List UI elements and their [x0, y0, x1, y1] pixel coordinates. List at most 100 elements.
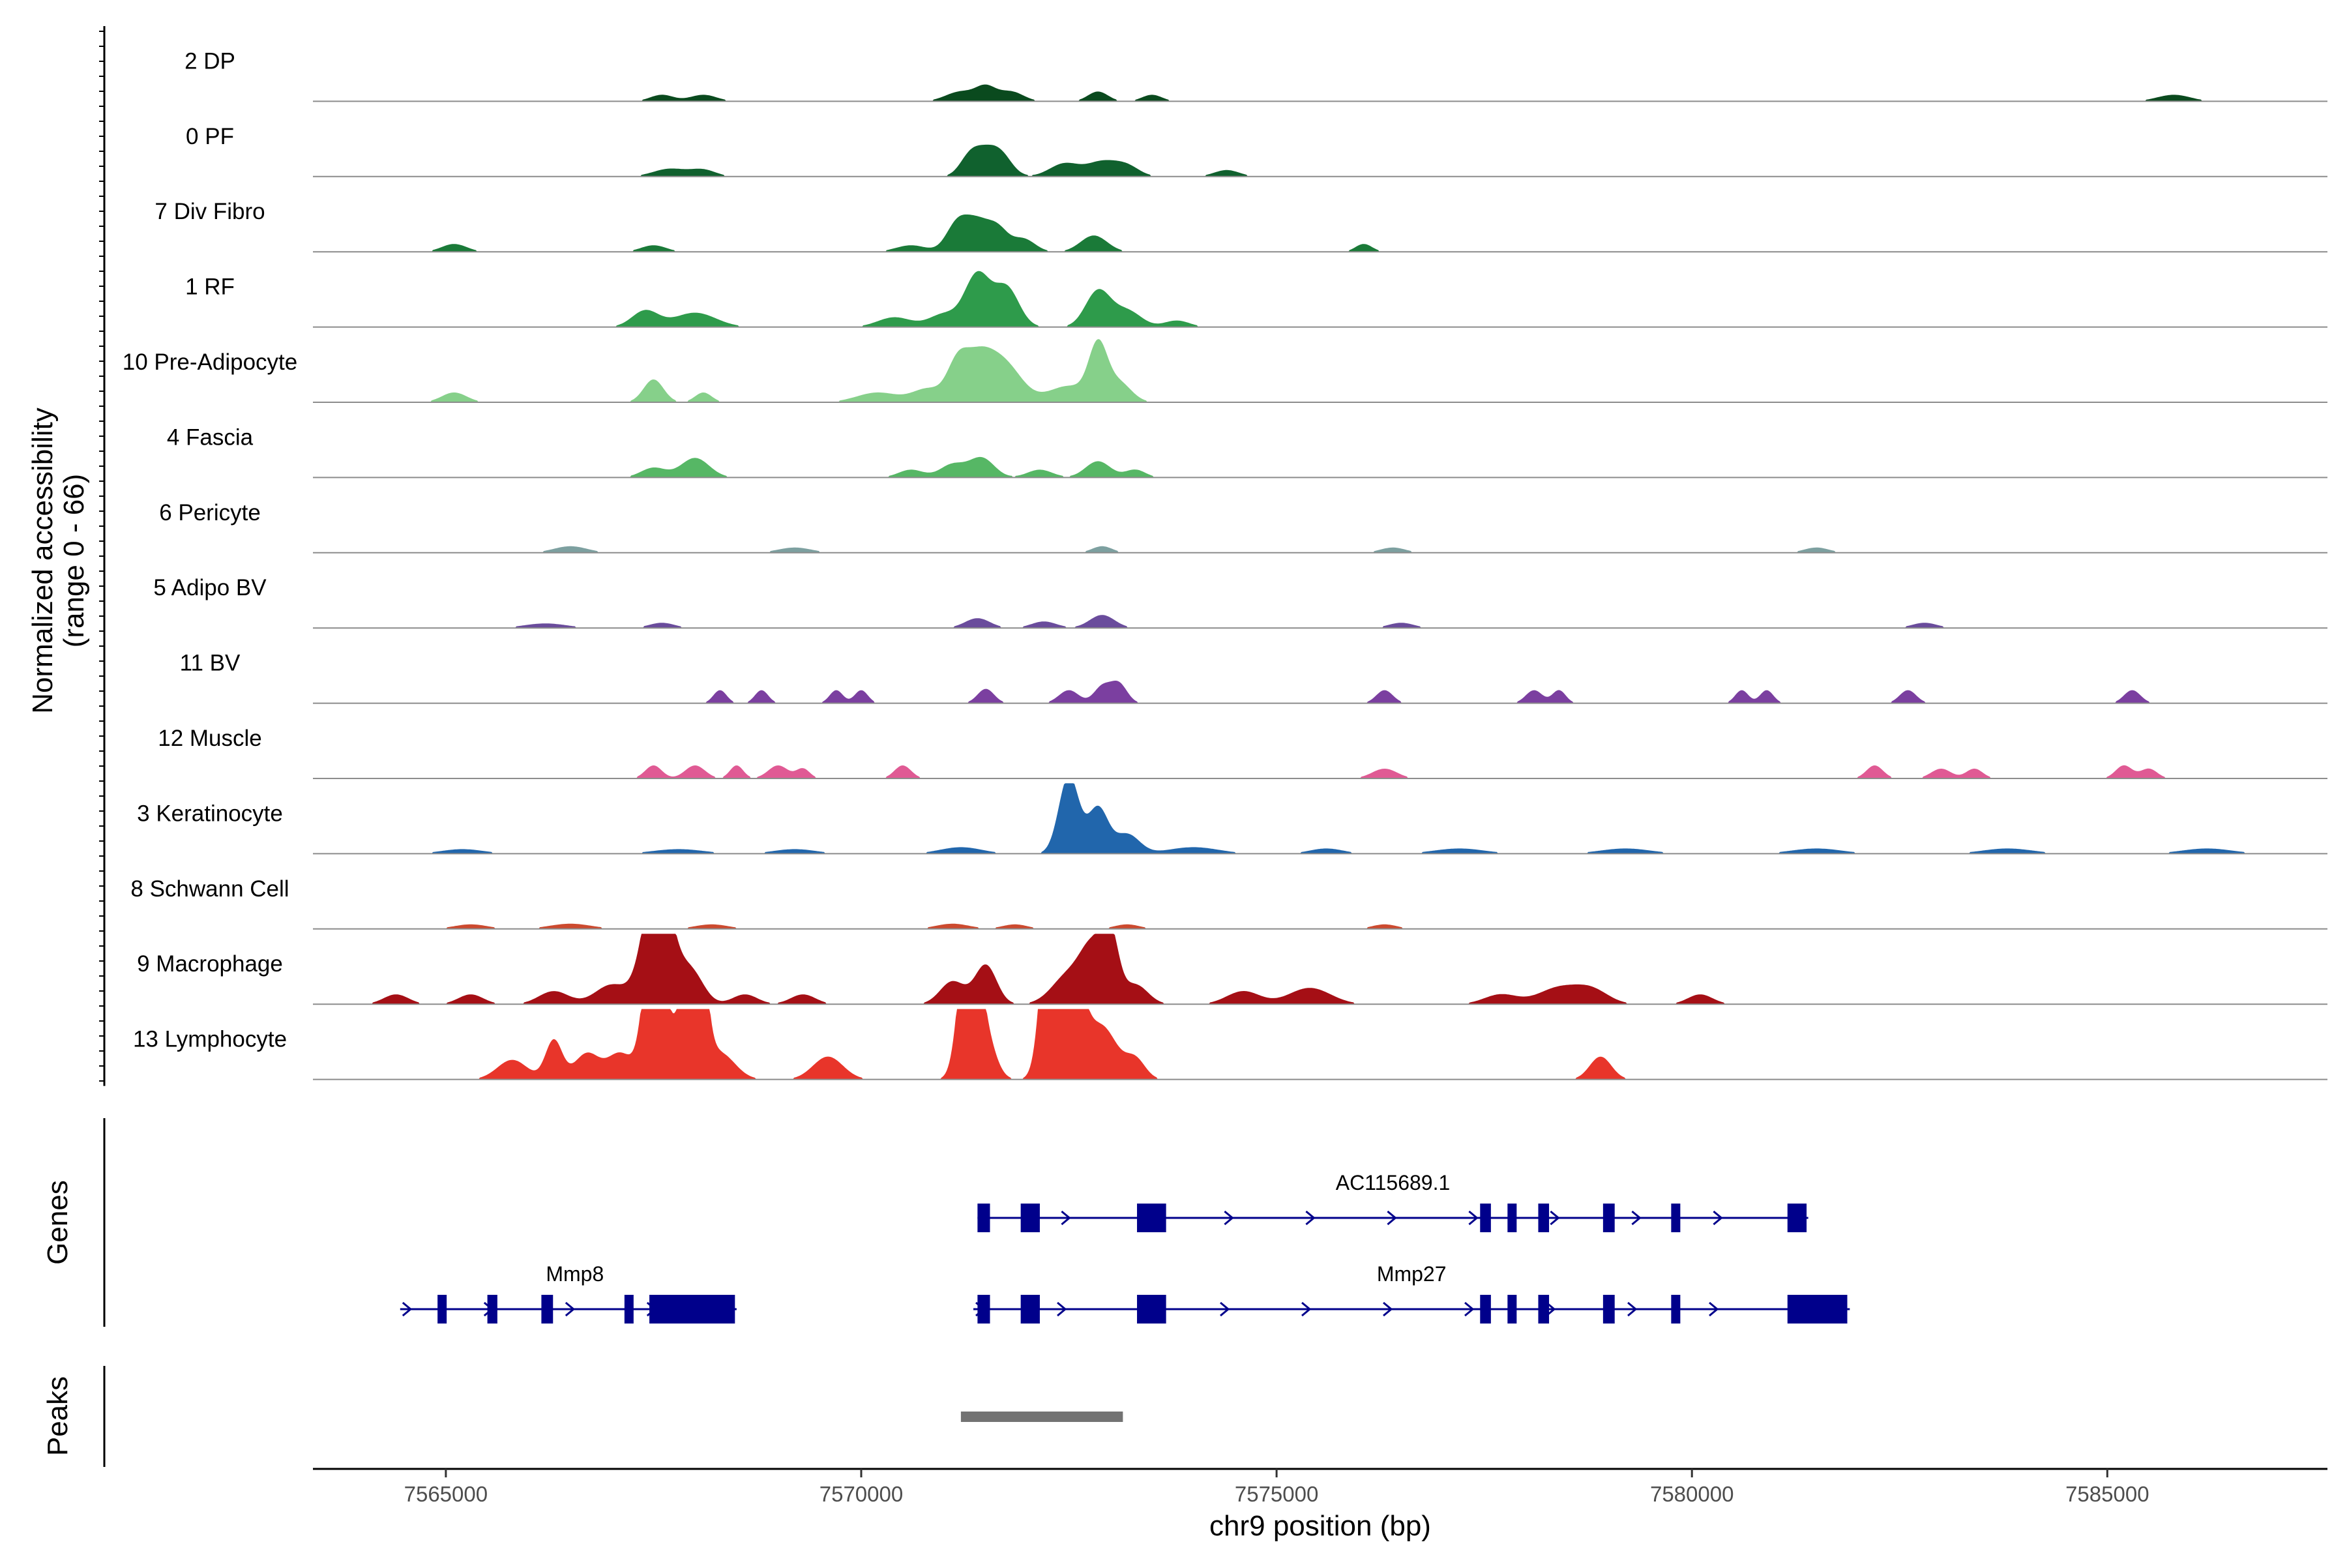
track-7: 6 Pericyte — [159, 500, 2327, 554]
strand-chevron — [402, 1301, 413, 1317]
track-label: 1 RF — [185, 274, 235, 300]
strand-chevron — [1057, 1301, 1067, 1317]
gene-Mmp27: Mmp27 — [973, 1262, 1850, 1324]
coverage-area — [313, 934, 2327, 1005]
coverage-area — [313, 456, 2327, 478]
gene-exon — [1671, 1204, 1681, 1232]
gene-exon — [1787, 1204, 1807, 1232]
gene-exon — [1480, 1295, 1491, 1324]
coverage-area — [313, 339, 2327, 402]
strand-chevron — [1627, 1301, 1638, 1317]
coverage-area — [313, 271, 2327, 327]
x-tick-label: 7575000 — [1235, 1482, 1318, 1506]
gene-exon — [1602, 1295, 1615, 1324]
coverage-area — [313, 783, 2327, 854]
gene-exon — [1480, 1204, 1491, 1232]
strand-chevron — [1061, 1210, 1071, 1226]
strand-chevron — [1713, 1210, 1723, 1226]
gene-exon — [437, 1295, 447, 1324]
track-label: 9 Macrophage — [137, 951, 283, 977]
x-axis-title: chr9 position (bp) — [1209, 1510, 1431, 1542]
coverage-area — [313, 546, 2327, 553]
strand-chevron — [1387, 1210, 1397, 1226]
x-tick-label: 7580000 — [1650, 1482, 1734, 1506]
track-5: 10 Pre-Adipocyte — [123, 339, 2327, 403]
coverage-area — [313, 615, 2327, 629]
track-4: 1 RF — [185, 271, 2327, 328]
gene-exon — [1787, 1295, 1848, 1324]
track-label: 3 Keratinocyte — [137, 801, 283, 826]
strand-chevron — [565, 1301, 576, 1317]
gene-exon — [1137, 1204, 1166, 1232]
track-3: 7 Div Fibro — [155, 199, 2327, 253]
gene-exon — [1507, 1204, 1517, 1232]
track-8: 5 Adipo BV — [153, 575, 2327, 629]
track-14: 13 Lymphocyte — [133, 1009, 2327, 1080]
gene-exon — [1020, 1204, 1040, 1232]
strand-chevron — [1550, 1210, 1560, 1226]
x-axis: 7565000 7570000 7575000 7580000 7585000 — [313, 1468, 2327, 1506]
gene-label: Mmp8 — [546, 1262, 604, 1286]
gene-exon — [649, 1295, 735, 1324]
coverage-area — [313, 214, 2327, 252]
track-label: 10 Pre-Adipocyte — [123, 349, 297, 375]
coverage-area — [313, 765, 2327, 778]
track-1: 2 DP — [185, 48, 2327, 102]
track-label: 13 Lymphocyte — [133, 1027, 287, 1052]
track-11: 3 Keratinocyte — [137, 783, 2327, 855]
gene-label: AC115689.1 — [1336, 1171, 1451, 1194]
strand-chevron — [1709, 1301, 1719, 1317]
y-axis-title: Normalized accessibility — [27, 407, 59, 713]
gene-AC115689.1: AC115689.1 — [977, 1171, 1808, 1232]
track-10: 12 Muscle — [158, 726, 2327, 779]
track-label: 8 Schwann Cell — [130, 876, 289, 902]
strand-chevron — [1464, 1301, 1475, 1317]
accessibility-axis — [99, 26, 106, 1086]
gene-exon — [1602, 1204, 1615, 1232]
strand-chevron — [1305, 1210, 1316, 1226]
track-label: 12 Muscle — [158, 726, 262, 751]
peaks-panel-title: Peaks — [42, 1376, 74, 1456]
track-6: 4 Fascia — [167, 424, 2327, 479]
strand-chevron — [1468, 1210, 1479, 1226]
track-label: 0 PF — [186, 124, 234, 149]
track-label: 7 Div Fibro — [155, 199, 265, 224]
peak-region — [960, 1412, 1123, 1422]
gene-exon — [1137, 1295, 1166, 1324]
x-tick-label: 7585000 — [2065, 1482, 2149, 1506]
track-label: 11 BV — [180, 651, 241, 676]
gene-exon — [487, 1295, 497, 1324]
track-label: 2 DP — [185, 48, 235, 74]
coverage-area — [313, 84, 2327, 102]
coverage-area — [313, 144, 2327, 177]
track-label: 4 Fascia — [167, 424, 254, 450]
track-12: 8 Schwann Cell — [130, 876, 2327, 930]
genes-panel-title: Genes — [42, 1180, 74, 1265]
gene-exon — [1538, 1204, 1550, 1232]
strand-chevron — [1383, 1301, 1393, 1317]
gene-Mmp8: Mmp8 — [400, 1262, 737, 1324]
track-2: 0 PF — [186, 124, 2327, 177]
coverage-area — [313, 1009, 2327, 1080]
strand-chevron — [1220, 1301, 1230, 1317]
track-label: 6 Pericyte — [159, 500, 261, 525]
track-9: 11 BV — [180, 651, 2327, 704]
track-13: 9 Macrophage — [137, 934, 2327, 1005]
gene-exon — [977, 1295, 990, 1324]
strand-chevron — [1224, 1210, 1234, 1226]
gene-exon — [1507, 1295, 1517, 1324]
track-label: 5 Adipo BV — [153, 575, 267, 600]
peaks-panel: Peaks — [42, 1366, 1123, 1467]
gene-exon — [624, 1295, 634, 1324]
gene-exon — [1671, 1295, 1681, 1324]
gene-exon — [1538, 1295, 1550, 1324]
coverage-area — [313, 681, 2327, 703]
coverage-area — [313, 923, 2327, 929]
strand-chevron — [1631, 1210, 1642, 1226]
x-tick-label: 7565000 — [404, 1482, 488, 1506]
genes-panel: Genes AC115689.1 Mmp8 Mmp27 — [42, 1118, 1850, 1327]
gene-exon — [977, 1204, 990, 1232]
gene-label: Mmp27 — [1377, 1262, 1447, 1286]
